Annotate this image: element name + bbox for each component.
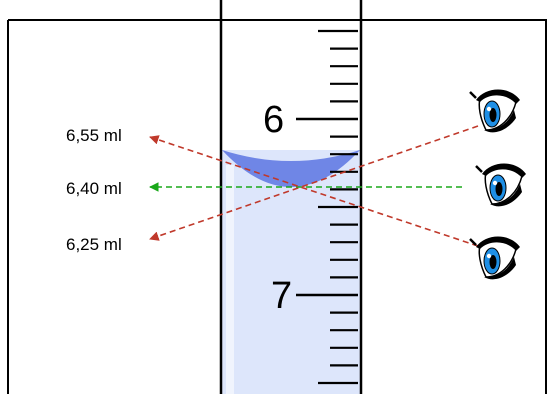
reading-label-low: 6,25 ml (66, 235, 122, 254)
liquid-highlight (226, 165, 234, 394)
sight-line-low (149, 135, 479, 247)
scale-ticks (296, 29, 358, 385)
sight-line-high (149, 125, 479, 241)
reading-label-high: 6,55 ml (66, 126, 122, 145)
scale-label-7: 7 (271, 275, 292, 317)
liquid (222, 150, 360, 394)
reading-label-level: 6,40 ml (66, 179, 122, 198)
eye-icon-middle (474, 162, 528, 208)
graduated-cylinder: 6 7 (219, 0, 363, 394)
eye-icon-bottom (468, 235, 522, 281)
scale-label-6: 6 (263, 99, 284, 141)
